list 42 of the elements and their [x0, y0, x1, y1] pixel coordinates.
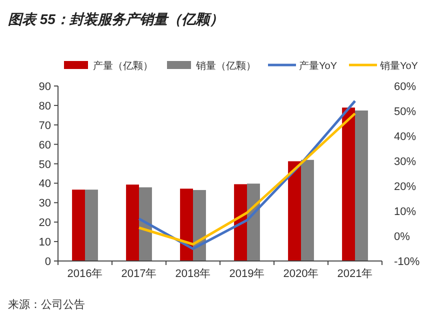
y2-tick-label: 30% [394, 156, 416, 168]
x-tick-label: 2016年 [67, 268, 103, 280]
y-tick-label: 0 [44, 256, 51, 268]
y-tick-label: 30 [38, 198, 51, 210]
y2-tick-label: 0% [394, 231, 410, 243]
bar [193, 190, 206, 261]
y2-tick-label: 60% [394, 81, 416, 93]
chart-title: 图表 55：封装服务产销量（亿颗） [8, 11, 224, 27]
x-tick-label: 2018年 [175, 268, 211, 280]
bar [247, 184, 260, 261]
bar [139, 187, 152, 261]
y-tick-label: 10 [38, 236, 51, 249]
bar [126, 184, 139, 261]
legend-label: 产量（亿颗） [93, 60, 153, 72]
y2-tick-label: 20% [394, 181, 416, 193]
legend-label: 产量YoY [299, 60, 338, 72]
y-tick-label: 80 [38, 100, 51, 112]
legend-label: 销量（亿颗） [195, 61, 256, 72]
y2-tick-label: -10% [394, 256, 420, 268]
source-note: 来源：公司公告 [8, 298, 85, 311]
bar [288, 161, 301, 261]
y2-tick-label: 50% [394, 106, 416, 118]
legend-label: 销量YoY [378, 61, 418, 72]
y2-tick-label: 40% [394, 131, 416, 143]
bar [301, 160, 314, 261]
bar [72, 190, 85, 261]
y2-tick-label: 10% [394, 206, 416, 218]
y-tick-label: 60 [38, 139, 51, 152]
y-tick-label: 50 [38, 158, 51, 171]
bar [355, 110, 368, 261]
x-tick-label: 2020年 [283, 268, 319, 280]
bar [180, 188, 193, 261]
x-tick-label: 2019年 [229, 268, 265, 280]
y-tick-label: 20 [38, 217, 51, 230]
bar [234, 184, 247, 261]
y-tick-label: 90 [38, 81, 51, 93]
y-tick-label: 40 [38, 178, 51, 190]
y-tick-label: 70 [38, 120, 51, 132]
bar [85, 190, 98, 261]
x-tick-label: 2021年 [337, 268, 373, 280]
bar [342, 108, 355, 261]
x-tick-label: 2017年 [121, 268, 157, 280]
